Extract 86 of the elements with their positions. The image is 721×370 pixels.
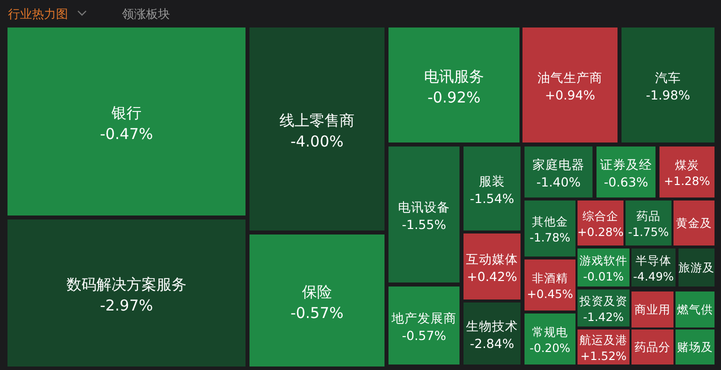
cell: 油气生产商 +0.94%: [522, 26, 618, 144]
category-label: 游戏软件: [580, 254, 628, 268]
cell: 数码解决方案服务 -2.97%: [6, 218, 246, 368]
category-label: 赌场及: [677, 340, 713, 354]
category-label: 综合企: [582, 209, 618, 224]
cell: 旅游及: [678, 248, 716, 288]
data-label: -1.54%: [470, 190, 514, 206]
category-label: 常规电: [532, 325, 568, 340]
cell: 银行 -0.47%: [6, 26, 246, 216]
data-label: +1.28%: [664, 174, 710, 188]
category-label: 互动媒体: [466, 251, 518, 266]
data-label: -1.55%: [402, 216, 446, 232]
data-label: +0.42%: [466, 268, 518, 284]
cell: 互动媒体 +0.42%: [462, 232, 522, 300]
cell: 半导体 -4.49%: [630, 248, 676, 288]
data-label: -4.00%: [290, 132, 344, 150]
data-label: -2.97%: [100, 296, 154, 314]
category-label: 商业用: [634, 302, 670, 317]
category-label: 银行: [110, 104, 142, 122]
category-label: 油气生产商: [538, 70, 602, 85]
cell: 综合企 +0.28%: [576, 200, 624, 246]
cell: 投资及资 -1.42%: [576, 288, 630, 328]
cell: 服装 -1.54%: [462, 146, 522, 232]
data-label: -1.98%: [646, 87, 690, 102]
cell: 其他金 -1.78%: [524, 200, 576, 258]
category-label: 非酒精: [532, 271, 568, 286]
cell: 航运及港 +1.52%: [576, 328, 630, 366]
category-label: 航运及港: [580, 333, 628, 348]
category-label: 服装: [479, 173, 505, 188]
data-label: +1.52%: [580, 349, 627, 364]
category-label: 黄金及: [676, 216, 712, 230]
data-label: -2.84%: [470, 336, 514, 351]
cell: 黄金及: [672, 200, 716, 246]
cell: 地产发展商 -0.57%: [388, 286, 460, 366]
category-label: 其他金: [532, 214, 568, 229]
data-label: -1.40%: [536, 174, 581, 190]
category-label: 地产发展商: [390, 310, 456, 326]
data-label: -4.49%: [633, 270, 674, 284]
data-label: -0.47%: [100, 124, 154, 143]
data-label: +0.28%: [577, 225, 624, 240]
data-label: -0.92%: [427, 88, 481, 106]
cell: 药品 -1.75%: [624, 200, 672, 246]
title: 行业热力图: [8, 7, 68, 21]
category-label: 汽车: [655, 70, 681, 85]
data-label: -0.57%: [290, 304, 344, 322]
data-label: -0.63%: [604, 174, 648, 190]
data-label: -1.42%: [583, 310, 624, 324]
cell: 线上零售商 -4.00%: [248, 26, 386, 232]
data-label: -1.75%: [628, 225, 669, 240]
cell: 药品分: [630, 328, 674, 366]
data-label: -0.57%: [402, 328, 446, 343]
category-label: 数码解决方案服务: [66, 275, 186, 294]
data-label: +0.94%: [544, 87, 596, 102]
category-label: 半导体: [636, 254, 672, 268]
cell: 非酒精 +0.45%: [524, 258, 576, 312]
data-label: -0.20%: [530, 341, 570, 356]
cell: 燃气供: [674, 290, 716, 328]
category-label: 电讯服务: [424, 67, 484, 86]
cell: 常规电 -0.20%: [524, 312, 576, 366]
cell: 家庭电器 -1.40%: [524, 146, 594, 198]
cell: 电讯设备 -1.55%: [388, 146, 460, 284]
category-label: 生物技术: [466, 318, 518, 334]
category-label: 电讯设备: [398, 199, 450, 214]
data-label: +0.45%: [526, 287, 574, 302]
cell: 商业用: [630, 290, 674, 328]
cell: 游戏软件 -0.01%: [576, 248, 630, 288]
category-label: 煤炭: [675, 158, 699, 172]
cell: 电讯服务 -0.92%: [388, 26, 520, 144]
cell: 生物技术 -2.84%: [462, 302, 522, 366]
cell: 赌场及: [674, 328, 716, 366]
cell: 证券及经 -0.63%: [596, 146, 656, 198]
category-label: 药品: [636, 209, 660, 224]
data-label: -0.01%: [583, 270, 624, 284]
annotation: 领涨板块: [122, 7, 170, 21]
cell: 煤炭 +1.28%: [658, 146, 716, 198]
category-label: 线上零售商: [280, 111, 354, 130]
cell: 保险 -0.57%: [248, 234, 386, 368]
data-label: -1.78%: [530, 230, 570, 245]
category-label: 投资及资: [578, 294, 628, 308]
category-label: 证券及经: [600, 156, 652, 172]
category-label: 燃气供: [677, 302, 713, 317]
category-label: 家庭电器: [532, 156, 584, 172]
cell: 汽车 -1.98%: [620, 26, 716, 144]
category-label: 旅游及: [678, 260, 714, 275]
category-label: 保险: [302, 282, 332, 301]
category-label: 药品分: [634, 340, 670, 354]
